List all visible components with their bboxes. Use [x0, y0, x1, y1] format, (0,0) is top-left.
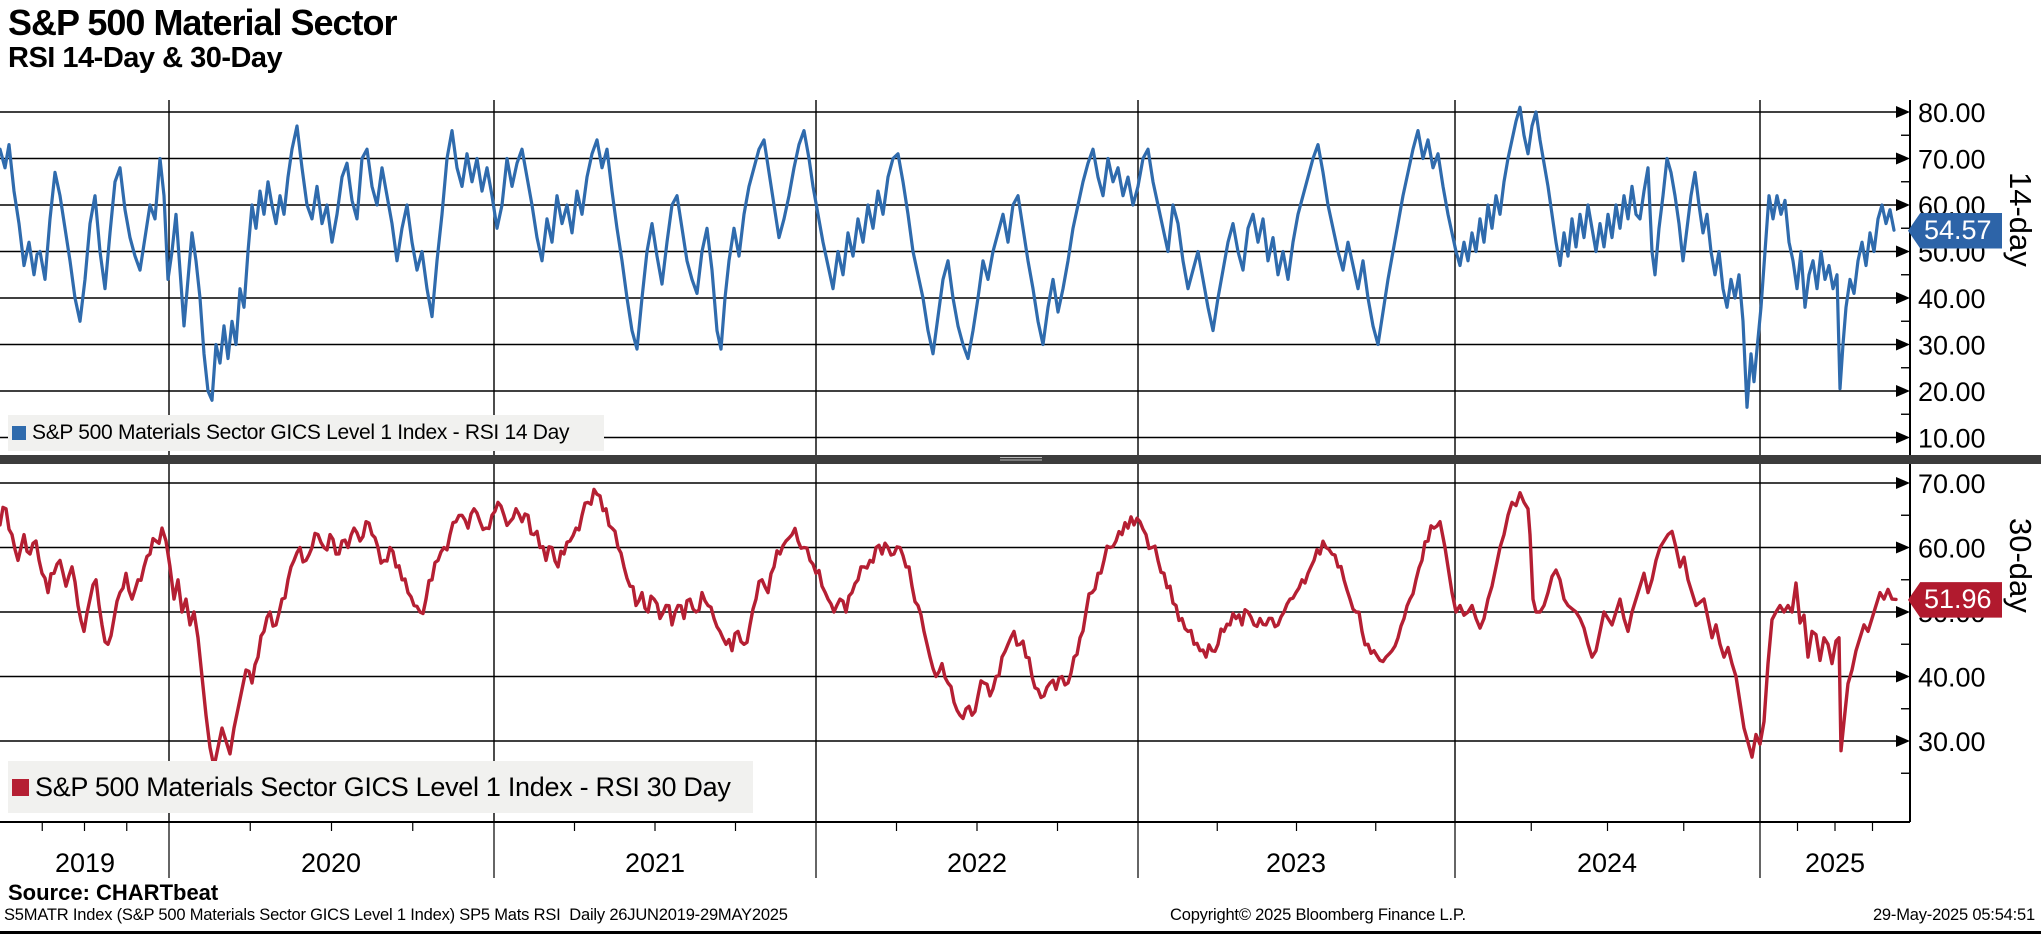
rsi30-legend[interactable]: S&P 500 Materials Sector GICS Level 1 In… [8, 761, 753, 813]
rsi14-legend-swatch-icon [12, 426, 26, 440]
svg-text:2023: 2023 [1266, 848, 1326, 878]
panel-splitter[interactable] [0, 455, 2041, 464]
svg-text:30.00: 30.00 [1918, 331, 1986, 361]
source-label: Source: CHARTbeat [8, 880, 219, 905]
rsi14-axis-title: 14-day [2003, 172, 2038, 267]
chart-subtitle: RSI 14-Day & 30-Day [8, 42, 283, 74]
svg-text:10.00: 10.00 [1918, 424, 1986, 454]
rsi14-legend-label: S&P 500 Materials Sector GICS Level 1 In… [32, 421, 570, 444]
svg-text:40.00: 40.00 [1918, 663, 1986, 693]
rsi14-last-value: 54.57 [1924, 215, 1992, 246]
rsi30-legend-swatch-icon [12, 778, 29, 796]
svg-text:2020: 2020 [301, 848, 361, 878]
rsi30-value-tag: 51.96 [1908, 582, 2002, 618]
svg-text:70.00: 70.00 [1918, 145, 1986, 175]
svg-text:80.00: 80.00 [1918, 98, 1986, 128]
svg-text:70.00: 70.00 [1918, 469, 1986, 499]
ticker-description: S5MATR Index (S&P 500 Materials Sector G… [4, 906, 788, 924]
splitter-grip-icon[interactable] [1000, 457, 1042, 462]
copyright-label: Copyright© 2025 Bloomberg Finance L.P. [1170, 906, 1466, 924]
svg-text:2025: 2025 [1805, 848, 1865, 878]
rsi14-legend[interactable]: S&P 500 Materials Sector GICS Level 1 In… [8, 415, 604, 451]
svg-text:2022: 2022 [947, 848, 1007, 878]
rsi14-value-tag: 54.57 [1908, 212, 2002, 249]
chart-title: S&P 500 Material Sector [8, 2, 398, 43]
svg-text:30.00: 30.00 [1918, 727, 1986, 757]
svg-text:2019: 2019 [55, 848, 115, 878]
rsi30-last-value: 51.96 [1924, 584, 1992, 615]
svg-text:2021: 2021 [625, 848, 685, 878]
svg-text:60.00: 60.00 [1918, 534, 1986, 564]
window-bottom-border [0, 931, 2041, 934]
svg-text:20.00: 20.00 [1918, 377, 1986, 407]
svg-text:2024: 2024 [1577, 848, 1637, 878]
svg-text:40.00: 40.00 [1918, 284, 1986, 314]
timestamp-label: 29-May-2025 05:54:51 [1872, 906, 2035, 924]
rsi30-axis-title: 30-day [2003, 518, 2038, 613]
rsi30-legend-label: S&P 500 Materials Sector GICS Level 1 In… [35, 771, 731, 802]
